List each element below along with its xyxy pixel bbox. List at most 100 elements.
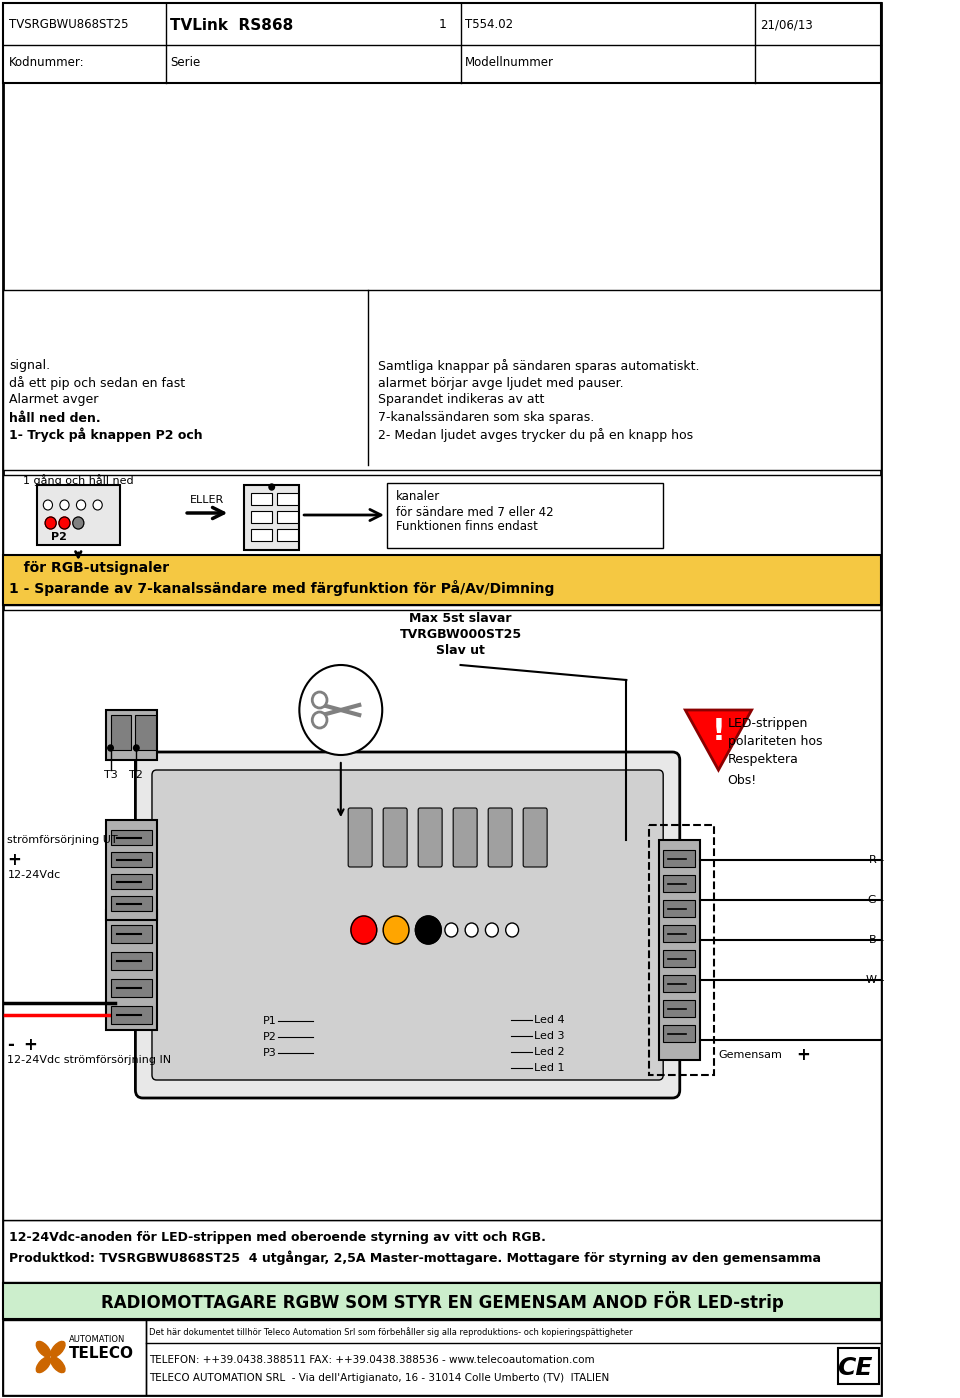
FancyBboxPatch shape bbox=[277, 528, 298, 541]
FancyBboxPatch shape bbox=[3, 3, 881, 1395]
Circle shape bbox=[351, 916, 376, 944]
Text: Obs!: Obs! bbox=[728, 773, 756, 787]
Text: TELECO AUTOMATION SRL  - Via dell'Artigianato, 16 - 31014 Colle Umberto (TV)  IT: TELECO AUTOMATION SRL - Via dell'Artigia… bbox=[149, 1373, 610, 1383]
Text: RADIOMOTTAGARE RGBW SOM STYR EN GEMENSAM ANOD FÖR LED-strip: RADIOMOTTAGARE RGBW SOM STYR EN GEMENSAM… bbox=[101, 1290, 783, 1311]
FancyBboxPatch shape bbox=[135, 714, 156, 749]
Text: ELLER: ELLER bbox=[190, 495, 225, 505]
Circle shape bbox=[466, 923, 478, 937]
FancyBboxPatch shape bbox=[110, 1007, 152, 1023]
Text: Sparandet indikeras av att: Sparandet indikeras av att bbox=[377, 393, 544, 407]
FancyBboxPatch shape bbox=[110, 874, 152, 889]
FancyBboxPatch shape bbox=[453, 808, 477, 867]
Text: !: ! bbox=[711, 717, 726, 747]
Text: TELECO: TELECO bbox=[69, 1345, 134, 1360]
FancyBboxPatch shape bbox=[36, 485, 120, 545]
Circle shape bbox=[77, 500, 85, 510]
Text: T554.02: T554.02 bbox=[466, 18, 514, 32]
FancyBboxPatch shape bbox=[252, 512, 272, 523]
FancyBboxPatch shape bbox=[252, 528, 272, 541]
FancyBboxPatch shape bbox=[659, 840, 700, 1060]
FancyBboxPatch shape bbox=[106, 710, 156, 761]
Text: 7-kanalssändaren som ska sparas.: 7-kanalssändaren som ska sparas. bbox=[377, 411, 594, 425]
Text: G -: G - bbox=[868, 895, 884, 905]
FancyBboxPatch shape bbox=[3, 3, 881, 82]
FancyBboxPatch shape bbox=[663, 951, 695, 967]
Text: Produktkod: TVSRGBWU868ST25  4 utgångar, 2,5A Master-mottagare. Mottagare för st: Produktkod: TVSRGBWU868ST25 4 utgångar, … bbox=[10, 1251, 821, 1265]
Ellipse shape bbox=[36, 1342, 51, 1357]
Text: Kodnummer:: Kodnummer: bbox=[10, 56, 84, 70]
FancyBboxPatch shape bbox=[3, 610, 881, 1220]
Text: polariteten hos: polariteten hos bbox=[728, 735, 822, 748]
Text: strömförsörjning UT: strömförsörjning UT bbox=[8, 835, 118, 844]
FancyBboxPatch shape bbox=[135, 752, 680, 1097]
Text: Respektera: Respektera bbox=[728, 754, 799, 766]
Text: Led 3: Led 3 bbox=[534, 1030, 564, 1042]
Text: P3: P3 bbox=[263, 1048, 276, 1058]
Circle shape bbox=[416, 916, 442, 944]
Ellipse shape bbox=[51, 1342, 65, 1357]
FancyBboxPatch shape bbox=[3, 555, 881, 605]
Text: 1- Tryck på knappen P2 och: 1- Tryck på knappen P2 och bbox=[10, 428, 203, 442]
Circle shape bbox=[506, 923, 518, 937]
Circle shape bbox=[383, 916, 409, 944]
Text: 1 - Sparande av 7-kanalssändare med färgfunktion för På/Av/Dimning: 1 - Sparande av 7-kanalssändare med färg… bbox=[10, 580, 555, 596]
Circle shape bbox=[93, 500, 103, 510]
Text: Led 1: Led 1 bbox=[534, 1062, 564, 1074]
FancyBboxPatch shape bbox=[387, 482, 663, 548]
Text: +: + bbox=[8, 851, 21, 870]
FancyBboxPatch shape bbox=[110, 714, 131, 749]
Text: LED-strippen: LED-strippen bbox=[728, 717, 808, 731]
Text: Max 5st slavar: Max 5st slavar bbox=[409, 611, 512, 625]
Circle shape bbox=[43, 500, 53, 510]
FancyBboxPatch shape bbox=[348, 808, 372, 867]
Text: W -: W - bbox=[866, 974, 884, 986]
Text: R -: R - bbox=[869, 856, 884, 865]
FancyBboxPatch shape bbox=[3, 1320, 881, 1395]
FancyBboxPatch shape bbox=[663, 850, 695, 867]
FancyBboxPatch shape bbox=[110, 896, 152, 911]
Text: 2- Medan ljudet avges trycker du på en knapp hos: 2- Medan ljudet avges trycker du på en k… bbox=[377, 428, 693, 442]
Polygon shape bbox=[685, 710, 752, 770]
FancyBboxPatch shape bbox=[663, 974, 695, 993]
FancyBboxPatch shape bbox=[3, 1220, 881, 1282]
FancyBboxPatch shape bbox=[252, 493, 272, 505]
Text: Samtliga knappar på sändaren sparas automatiskt.: Samtliga knappar på sändaren sparas auto… bbox=[377, 359, 699, 373]
Text: P2: P2 bbox=[262, 1032, 276, 1042]
Text: T2: T2 bbox=[130, 770, 143, 780]
Text: Det här dokumentet tillhör Teleco Automation Srl som förbehåller sig alla reprod: Det här dokumentet tillhör Teleco Automa… bbox=[149, 1327, 633, 1336]
FancyBboxPatch shape bbox=[110, 925, 152, 944]
Circle shape bbox=[312, 692, 327, 707]
Text: då ett pip och sedan en fast: då ett pip och sedan en fast bbox=[10, 376, 185, 390]
Ellipse shape bbox=[36, 1357, 51, 1373]
Text: AUTOMATION: AUTOMATION bbox=[69, 1335, 126, 1343]
FancyBboxPatch shape bbox=[110, 979, 152, 997]
Text: 1: 1 bbox=[438, 18, 446, 32]
FancyBboxPatch shape bbox=[3, 1320, 146, 1395]
Text: +: + bbox=[797, 1046, 810, 1064]
Text: 12-24Vdc-anoden för LED-strippen med oberoende styrning av vitt och RGB.: 12-24Vdc-anoden för LED-strippen med obe… bbox=[10, 1232, 546, 1244]
Text: Funktionen finns endast: Funktionen finns endast bbox=[396, 520, 538, 534]
FancyBboxPatch shape bbox=[523, 808, 547, 867]
Text: CE: CE bbox=[837, 1356, 873, 1380]
Circle shape bbox=[73, 517, 84, 528]
Text: TVRGBW000ST25: TVRGBW000ST25 bbox=[399, 629, 521, 642]
Text: för sändare med 7 eller 42: för sändare med 7 eller 42 bbox=[396, 506, 554, 520]
Text: Alarmet avger: Alarmet avger bbox=[10, 393, 99, 407]
Text: håll ned den.: håll ned den. bbox=[10, 411, 101, 425]
FancyBboxPatch shape bbox=[110, 952, 152, 970]
Circle shape bbox=[312, 712, 327, 728]
FancyBboxPatch shape bbox=[419, 808, 443, 867]
FancyBboxPatch shape bbox=[106, 910, 156, 1030]
Text: -: - bbox=[8, 1036, 14, 1054]
Text: Modellnummer: Modellnummer bbox=[466, 56, 554, 70]
FancyBboxPatch shape bbox=[110, 851, 152, 867]
FancyBboxPatch shape bbox=[152, 770, 663, 1081]
Text: +: + bbox=[23, 1036, 36, 1054]
Text: alarmet börjar avge ljudet med pauser.: alarmet börjar avge ljudet med pauser. bbox=[377, 376, 623, 390]
Circle shape bbox=[269, 484, 275, 491]
Circle shape bbox=[108, 745, 113, 751]
Text: 21/06/13: 21/06/13 bbox=[760, 18, 813, 32]
Text: Serie: Serie bbox=[171, 56, 201, 70]
Text: Led 2: Led 2 bbox=[534, 1047, 564, 1057]
FancyBboxPatch shape bbox=[244, 485, 300, 549]
